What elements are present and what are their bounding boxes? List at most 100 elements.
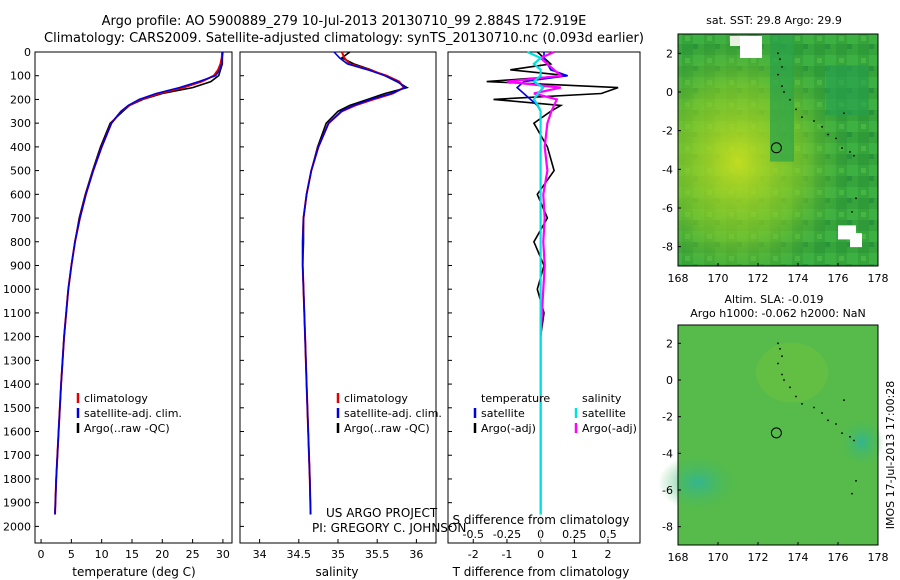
map-x-tick-label: 174 <box>788 272 809 285</box>
map-y-tick-label: -6 <box>662 484 673 497</box>
track-dot <box>827 133 829 136</box>
track-dot <box>841 432 843 435</box>
map-low <box>840 418 884 467</box>
x2-tick-label: 0.5 <box>599 528 617 541</box>
salinity-xlabel: salinity <box>315 565 358 579</box>
map-x-tick-label: 178 <box>868 551 889 564</box>
x2-tick-label: -0.5 <box>463 528 484 541</box>
track-dot <box>789 98 791 101</box>
map-y-tick-label: -2 <box>662 125 673 138</box>
difference-x2label: S difference from climatology <box>453 513 630 527</box>
salinity-panel: 34 34.5 35 35.5 36 climatology satellite-adj. … <box>239 51 442 561</box>
x-tick-label: 25 <box>186 548 200 561</box>
y-tick-label: 1300 <box>3 354 31 367</box>
track-dot <box>821 412 823 414</box>
x-tick-label: 10 <box>95 548 109 561</box>
track-dot <box>849 435 851 438</box>
y-tick-label: 400 <box>10 141 31 154</box>
legend-label: Argo(..raw -QC) <box>344 422 430 435</box>
y-tick-label: 300 <box>10 117 31 130</box>
y-tick-label: 0 <box>24 46 31 59</box>
plot-frame <box>34 51 233 544</box>
map-x-tick-label: 178 <box>868 272 889 285</box>
y-tick-label: 600 <box>10 188 31 201</box>
y-tick-label: 1100 <box>3 307 31 320</box>
legend-heading: temperature <box>481 392 550 405</box>
header-line2: Climatology: CARS2009. Satellite-adjuste… <box>44 31 644 46</box>
map-x-tick-label: 170 <box>708 272 729 285</box>
legend-label: climatology <box>344 392 408 405</box>
track-dot <box>777 52 779 55</box>
map-x-tick-label: 176 <box>828 272 849 285</box>
map-low <box>658 454 738 511</box>
track-dot <box>783 91 785 93</box>
legend-label: Argo(..raw -QC) <box>84 422 170 435</box>
temperature-panel: 0100200300400500600700800900100011001200… <box>3 46 233 561</box>
track-dot <box>795 108 797 111</box>
x-tick-label: 30 <box>216 548 230 561</box>
map-cloud <box>740 36 762 58</box>
map-y-tick-label: -4 <box>662 447 673 460</box>
difference-xlabel: T difference from climatology <box>452 565 630 579</box>
map-x-tick-label: 168 <box>668 551 689 564</box>
x-tick-label: 0 <box>38 548 45 561</box>
track-dot <box>801 116 803 119</box>
temperature-line-1 <box>54 51 224 515</box>
x2-tick-label: 0.25 <box>562 528 587 541</box>
map-high <box>756 342 828 403</box>
track-dot <box>779 58 781 61</box>
y-tick-label: 500 <box>10 165 31 178</box>
map-x-tick-label: 174 <box>788 551 809 564</box>
map-frame <box>677 33 879 267</box>
legend-label: Argo(-adj) <box>481 422 536 435</box>
track-dot <box>827 419 829 422</box>
track-dot <box>851 492 853 495</box>
track-dot <box>841 147 843 149</box>
map-x-tick-label: 176 <box>828 551 849 564</box>
plot-frame <box>447 51 641 544</box>
timestamp: IMOS 17-Jul-2013 17:00:28 <box>884 381 897 530</box>
map-y-tick-label: -6 <box>662 202 673 215</box>
track-dot <box>813 406 815 409</box>
y-tick-label: 100 <box>10 70 31 83</box>
legend-label: climatology <box>84 392 148 405</box>
diff-s-satellite <box>526 50 545 515</box>
legend-label: satellite-adj. clim. <box>84 407 182 420</box>
x-tick-label: 35 <box>331 548 345 561</box>
plot-frame <box>239 51 437 544</box>
track-dot <box>779 347 781 350</box>
y-tick-label: 1600 <box>3 426 31 439</box>
y-tick-label: 1400 <box>3 378 31 391</box>
map-x-tick-label: 170 <box>708 551 729 564</box>
track-dot <box>835 423 837 425</box>
x-tick-label: -2 <box>468 548 479 561</box>
map-y-tick-label: -8 <box>662 521 673 534</box>
x-tick-label: 35.5 <box>365 548 390 561</box>
y-tick-label: 1900 <box>3 497 31 510</box>
track-dot <box>777 342 779 345</box>
track-dot <box>849 151 851 153</box>
track-dot <box>821 125 823 128</box>
header-line1: Argo profile: AO 5900889_279 10-Jul-2013… <box>102 14 587 29</box>
legend-label: satellite <box>481 407 525 420</box>
track-dot <box>789 386 791 389</box>
y-tick-label: 200 <box>10 93 31 106</box>
track-dot <box>795 395 797 398</box>
map-y-tick-label: -2 <box>662 411 673 424</box>
x-tick-label: 5 <box>68 548 75 561</box>
sla-map: 168 170 172 174 176 178 -8 -6 -4 -2 0 2 <box>658 324 889 564</box>
y-tick-label: 1500 <box>3 402 31 415</box>
map-y-tick-label: 2 <box>666 337 673 350</box>
y-tick-label: 1700 <box>3 449 31 462</box>
map-y-tick-label: 0 <box>666 374 673 387</box>
track-dot <box>813 120 815 122</box>
track-dot <box>783 379 785 381</box>
profile-location-marker <box>770 142 782 154</box>
map-cloud <box>850 233 862 248</box>
credit-pi: PI: GREGORY C. JOHNSON <box>312 521 466 535</box>
x-tick-label: -1 <box>501 548 512 561</box>
track-dot <box>855 479 857 482</box>
track-dot <box>781 65 783 68</box>
map-x-tick-label: 172 <box>748 551 769 564</box>
